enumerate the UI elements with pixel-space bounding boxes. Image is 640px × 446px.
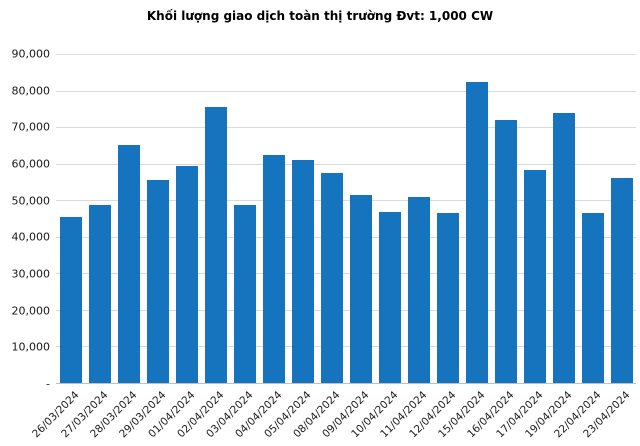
bar xyxy=(436,213,459,383)
y-tick-label: 70,000 xyxy=(11,120,51,134)
bar xyxy=(349,194,372,383)
bar xyxy=(204,107,227,383)
y-axis: 90,000 80,000 70,000 60,000 50,000 40,000 30,0… xyxy=(4,48,56,391)
y-tick-label: 50,000 xyxy=(11,194,51,208)
y-tick-label: 40,000 xyxy=(11,230,51,244)
bar xyxy=(320,172,343,383)
x-axis: 26/03/2024 27/03/2024 28/03/2024 29/03/2024… xyxy=(30,384,636,442)
y-tick-label: 30,000 xyxy=(11,267,51,281)
gridline xyxy=(56,127,636,129)
bar xyxy=(117,145,140,383)
bar xyxy=(523,170,546,383)
gridline xyxy=(56,236,636,238)
y-tick-label: 90,000 xyxy=(11,47,51,61)
gridline xyxy=(56,273,636,275)
bar xyxy=(610,177,633,383)
gridline xyxy=(56,309,636,311)
bar xyxy=(552,112,575,383)
bar xyxy=(175,165,198,383)
plot-area xyxy=(56,54,636,384)
chart-title: Khối lượng giao dịch toàn thị trường Đvt… xyxy=(146,9,494,23)
bar xyxy=(233,204,256,383)
bar xyxy=(407,196,430,383)
plot-wrap: 26/03/2024 27/03/2024 28/03/2024 29/03/2024… xyxy=(30,54,636,442)
bar xyxy=(59,216,82,383)
bar xyxy=(378,211,401,383)
y-tick-label: 20,000 xyxy=(11,304,51,318)
bar xyxy=(88,204,111,383)
gridline xyxy=(56,346,636,348)
y-tick-label: 10,000 xyxy=(11,340,51,354)
y-tick-label: 60,000 xyxy=(11,157,51,171)
y-tick-label: - xyxy=(46,377,50,391)
bar xyxy=(465,82,488,383)
bar xyxy=(494,119,517,383)
gridline xyxy=(56,90,636,92)
chart-body: 90,000 80,000 70,000 60,000 50,000 40,000 30,0… xyxy=(4,48,636,442)
bar xyxy=(262,155,285,383)
gridline xyxy=(56,163,636,165)
y-tick-label: 80,000 xyxy=(11,84,51,98)
bar xyxy=(291,160,314,383)
gridline xyxy=(56,54,636,55)
gridline xyxy=(56,200,636,202)
bar xyxy=(581,213,604,383)
bar xyxy=(146,180,169,383)
